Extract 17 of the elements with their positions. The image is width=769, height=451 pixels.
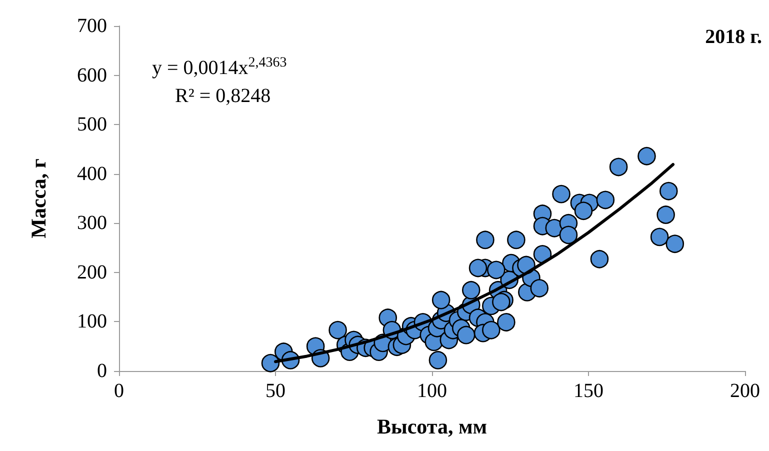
y-axis-title: Масса, г [26, 158, 50, 238]
y-tick-label: 0 [97, 360, 107, 382]
x-tick-label: 100 [417, 380, 447, 402]
y-tick-label: 400 [77, 162, 107, 185]
x-axis-title: Высота, мм [376, 414, 488, 438]
x-tick-label: 150 [574, 380, 604, 402]
x-tick-label: 50 [266, 380, 286, 402]
annotation: R² = 0,8248 [175, 85, 271, 107]
x-tick-label: 200 [730, 380, 760, 402]
y-tick-label: 100 [77, 310, 107, 333]
y-tick-label: 200 [77, 261, 107, 284]
y-tick-label: 700 [77, 15, 107, 37]
y-tick-label: 600 [77, 64, 107, 86]
x-tick-label: 0 [114, 380, 124, 402]
chart-title: 2018 г. [705, 26, 762, 48]
y-tick-label: 300 [77, 212, 107, 234]
y-tick-label: 500 [77, 114, 107, 136]
